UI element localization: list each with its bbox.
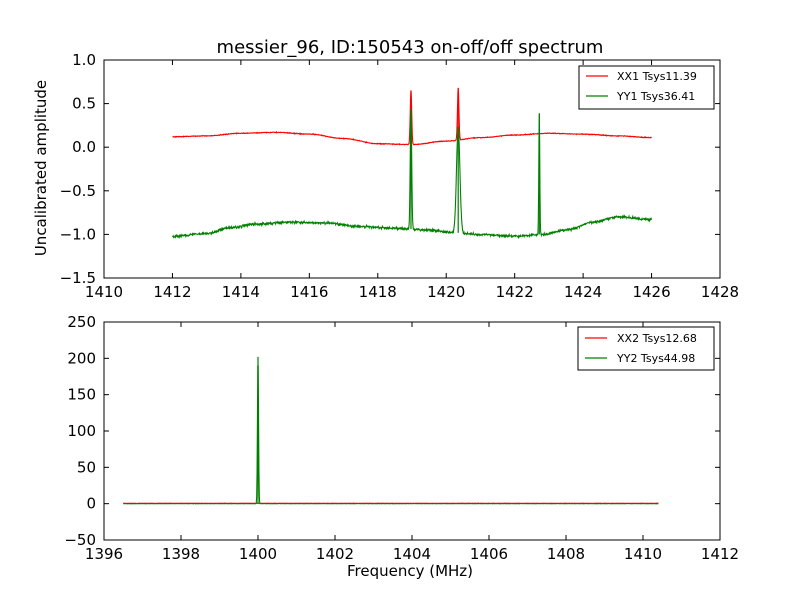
legend-box bbox=[577, 326, 715, 371]
x-tick-label: 1416 bbox=[290, 283, 328, 301]
x-tick-label: 1396 bbox=[85, 545, 123, 563]
y-tick-label: 100 bbox=[67, 422, 96, 440]
x-tick-label: 1398 bbox=[162, 545, 200, 563]
x-tick-label: 1406 bbox=[470, 545, 508, 563]
y-tick-label: 250 bbox=[67, 313, 96, 331]
x-tick-label: 1418 bbox=[359, 283, 397, 301]
legend-label-yy2: YY2 Tsys44.98 bbox=[616, 352, 695, 365]
x-tick-label: 1404 bbox=[393, 545, 431, 563]
x-tick-label: 1400 bbox=[239, 545, 277, 563]
legend: XX1 Tsys11.39 YY1 Tsys36.41 bbox=[578, 65, 715, 110]
y-tick-label: 0 bbox=[86, 495, 96, 513]
y-tick-label: 50 bbox=[77, 458, 96, 476]
x-axis-label: Frequency (MHz) bbox=[347, 562, 473, 580]
series-layer bbox=[123, 356, 659, 505]
x-tick-label: 1420 bbox=[427, 283, 465, 301]
series-line-xx1 bbox=[172, 87, 652, 146]
legend-box bbox=[578, 65, 715, 110]
x-tick-label: 1428 bbox=[701, 283, 739, 301]
chart-title: messier_96, ID:150543 on-off/off spectru… bbox=[217, 37, 604, 58]
y-tick-label: 1.0 bbox=[72, 51, 96, 69]
series-layer bbox=[172, 87, 653, 240]
x-tick-label: 1402 bbox=[316, 545, 354, 563]
y-tick-label: 150 bbox=[67, 386, 96, 404]
bottom-panel: Frequency (MHz) 1396 1398 1400 1402 1404 1406… bbox=[64, 313, 739, 580]
y-axis-label: Uncalibrated amplitude bbox=[32, 80, 50, 256]
legend-label-xx2: XX2 Tsys12.68 bbox=[617, 332, 697, 345]
legend-label-xx1: XX1 Tsys11.39 bbox=[617, 70, 697, 83]
x-tick-label: 1424 bbox=[564, 283, 602, 301]
legend: XX2 Tsys12.68 YY2 Tsys44.98 bbox=[577, 326, 715, 371]
ticks-layer: 1410 1412 1414 1416 1418 1420 1422 1424 1426 1428… bbox=[60, 51, 740, 301]
y-tick-label: −1.0 bbox=[60, 225, 96, 243]
y-tick-label: 0.5 bbox=[72, 95, 96, 113]
y-tick-label: −0.5 bbox=[60, 182, 96, 200]
x-tick-label: 1412 bbox=[153, 283, 191, 301]
x-tick-label: 1410 bbox=[624, 545, 662, 563]
x-tick-label: 1412 bbox=[701, 545, 739, 563]
x-tick-label: 1422 bbox=[496, 283, 534, 301]
x-tick-label: 1414 bbox=[222, 283, 260, 301]
y-tick-label: −1.5 bbox=[60, 269, 96, 287]
series-line-yy2 bbox=[123, 364, 659, 505]
ticks-layer: 1396 1398 1400 1402 1404 1406 1408 1410 1412 −50 0… bbox=[64, 313, 739, 563]
top-panel: messier_96, ID:150543 on-off/off spectru… bbox=[32, 37, 739, 301]
y-tick-label: −50 bbox=[64, 531, 96, 549]
y-tick-label: 0.0 bbox=[72, 138, 96, 156]
x-tick-label: 1408 bbox=[547, 545, 585, 563]
series-line-yy1 bbox=[172, 109, 653, 240]
x-tick-label: 1426 bbox=[632, 283, 670, 301]
y-tick-label: 200 bbox=[67, 349, 96, 367]
x-tick-label: 1410 bbox=[85, 283, 123, 301]
plot-frame bbox=[103, 59, 721, 279]
legend-label-yy1: YY1 Tsys36.41 bbox=[616, 90, 695, 103]
